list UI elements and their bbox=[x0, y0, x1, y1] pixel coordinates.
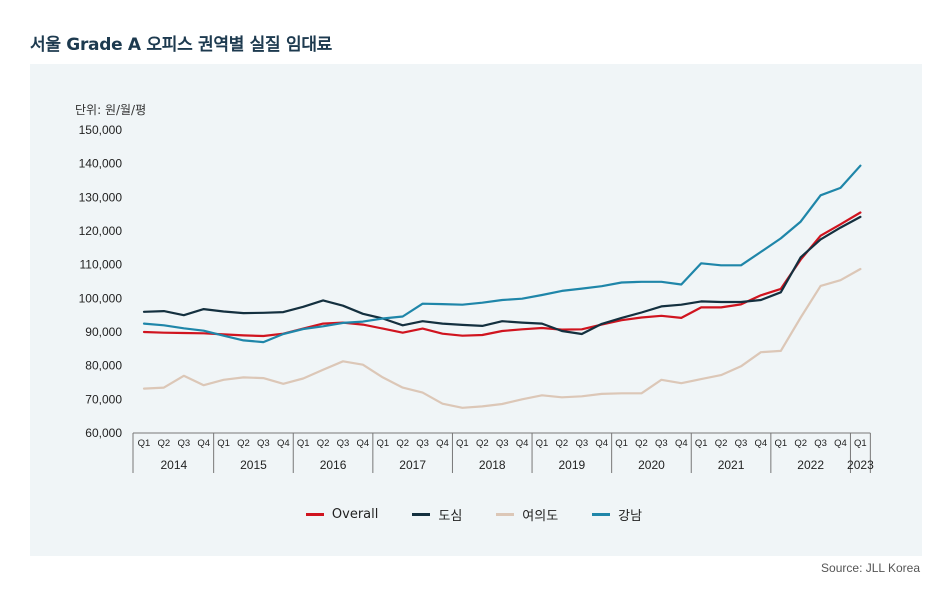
year-tick-label: 2014 bbox=[160, 458, 187, 472]
quarter-tick-label: Q3 bbox=[655, 438, 668, 449]
quarter-tick-label: Q1 bbox=[695, 438, 708, 449]
quarter-tick-label: Q3 bbox=[814, 438, 827, 449]
year-tick-label: 2015 bbox=[240, 458, 267, 472]
y-axis: 60,000 70,000 80,000 90,000 100,000 110,000 12… bbox=[79, 123, 123, 440]
series-lines bbox=[142, 164, 862, 409]
quarter-tick-label: Q3 bbox=[575, 438, 588, 449]
legend-label: 강남 bbox=[618, 509, 643, 524]
year-tick-label: 2016 bbox=[320, 458, 347, 472]
legend: Overall 도심 여의도 강남 bbox=[0, 505, 948, 524]
quarter-tick-label: Q2 bbox=[794, 438, 807, 449]
quarter-tick-label: Q2 bbox=[237, 438, 250, 449]
y-tick-label: 100,000 bbox=[79, 291, 123, 305]
quarter-tick-label: Q1 bbox=[774, 438, 787, 449]
quarter-tick-label: Q3 bbox=[177, 438, 190, 449]
source-note: Source: JLL Korea bbox=[821, 561, 920, 575]
quarter-tick-label: Q1 bbox=[138, 438, 151, 449]
quarter-tick-label: Q3 bbox=[257, 438, 270, 449]
y-tick-label: 140,000 bbox=[79, 157, 123, 171]
quarter-tick-label: Q1 bbox=[217, 438, 230, 449]
unit-label: 단위: 원/월/평 bbox=[75, 103, 147, 117]
legend-item: 도심 bbox=[412, 505, 462, 524]
series-line bbox=[142, 164, 862, 344]
quarter-tick-label: Q2 bbox=[715, 438, 728, 449]
quarter-tick-label: Q1 bbox=[854, 438, 867, 449]
quarter-tick-label: Q2 bbox=[158, 438, 171, 449]
quarter-tick-label: Q3 bbox=[337, 438, 350, 449]
y-tick-label: 60,000 bbox=[85, 426, 122, 440]
quarter-tick-label: Q3 bbox=[496, 438, 509, 449]
legend-swatch bbox=[305, 513, 324, 516]
legend-item: 강남 bbox=[592, 505, 642, 524]
quarter-tick-label: Q4 bbox=[357, 438, 370, 449]
year-tick-label: 2020 bbox=[638, 458, 665, 472]
y-tick-label: 130,000 bbox=[79, 190, 123, 204]
legend-label: 도심 bbox=[438, 509, 463, 524]
year-tick-label: 2023 bbox=[847, 458, 874, 472]
quarter-tick-label: Q4 bbox=[834, 438, 847, 449]
chart-title: 서울 Grade A 오피스 권역별 실질 임대료 bbox=[30, 35, 332, 55]
quarter-tick-label: Q2 bbox=[635, 438, 648, 449]
quarter-tick-label: Q2 bbox=[317, 438, 330, 449]
year-tick-label: 2018 bbox=[479, 458, 506, 472]
quarter-tick-label: Q1 bbox=[615, 438, 628, 449]
legend-swatch bbox=[592, 513, 611, 516]
year-tick-label: 2017 bbox=[399, 458, 426, 472]
year-tick-label: 2021 bbox=[718, 458, 745, 472]
y-tick-label: 70,000 bbox=[85, 392, 122, 406]
legend-swatch bbox=[496, 513, 515, 516]
quarter-tick-label: Q1 bbox=[297, 438, 310, 449]
legend-swatch bbox=[412, 513, 431, 516]
quarter-tick-label: Q4 bbox=[277, 438, 290, 449]
legend-item: 여의도 bbox=[496, 505, 558, 524]
quarter-tick-label: Q1 bbox=[536, 438, 549, 449]
x-axis: Q1 Q2 Q3 Q4 Q1 Q2 Q3 Q4 Q1 Q2 Q3 Q4 Q1 Q2 Q3 Q4 Q1 Q2 Q3 Q4… bbox=[132, 432, 874, 473]
quarter-tick-label: Q3 bbox=[416, 438, 429, 449]
quarter-tick-label: Q4 bbox=[197, 438, 210, 449]
year-tick-label: 2022 bbox=[797, 458, 824, 472]
legend-item: Overall bbox=[305, 505, 379, 524]
quarter-tick-label: Q4 bbox=[516, 438, 529, 449]
quarter-tick-label: Q1 bbox=[376, 438, 389, 449]
chart-panel bbox=[30, 64, 922, 556]
quarter-tick-label: Q4 bbox=[436, 438, 449, 449]
legend-label: Overall bbox=[331, 507, 379, 522]
series-line bbox=[142, 211, 862, 338]
quarter-tick-label: Q4 bbox=[755, 438, 768, 449]
y-tick-label: 110,000 bbox=[80, 258, 123, 272]
series-line bbox=[142, 267, 862, 409]
quarter-tick-label: Q4 bbox=[675, 438, 688, 449]
quarter-tick-label: Q1 bbox=[456, 438, 469, 449]
quarter-tick-label: Q2 bbox=[556, 438, 569, 449]
y-tick-label: 90,000 bbox=[85, 325, 122, 339]
y-tick-label: 80,000 bbox=[85, 359, 122, 373]
quarter-tick-label: Q3 bbox=[735, 438, 748, 449]
year-tick-label: 2019 bbox=[558, 458, 585, 472]
quarter-tick-label: Q2 bbox=[476, 438, 489, 449]
legend-label: 여의도 bbox=[522, 509, 559, 524]
quarter-tick-label: Q4 bbox=[595, 438, 608, 449]
y-tick-label: 120,000 bbox=[79, 224, 123, 238]
y-tick-label: 150,000 bbox=[79, 123, 123, 137]
series-line bbox=[142, 215, 862, 336]
quarter-tick-label: Q2 bbox=[396, 438, 409, 449]
